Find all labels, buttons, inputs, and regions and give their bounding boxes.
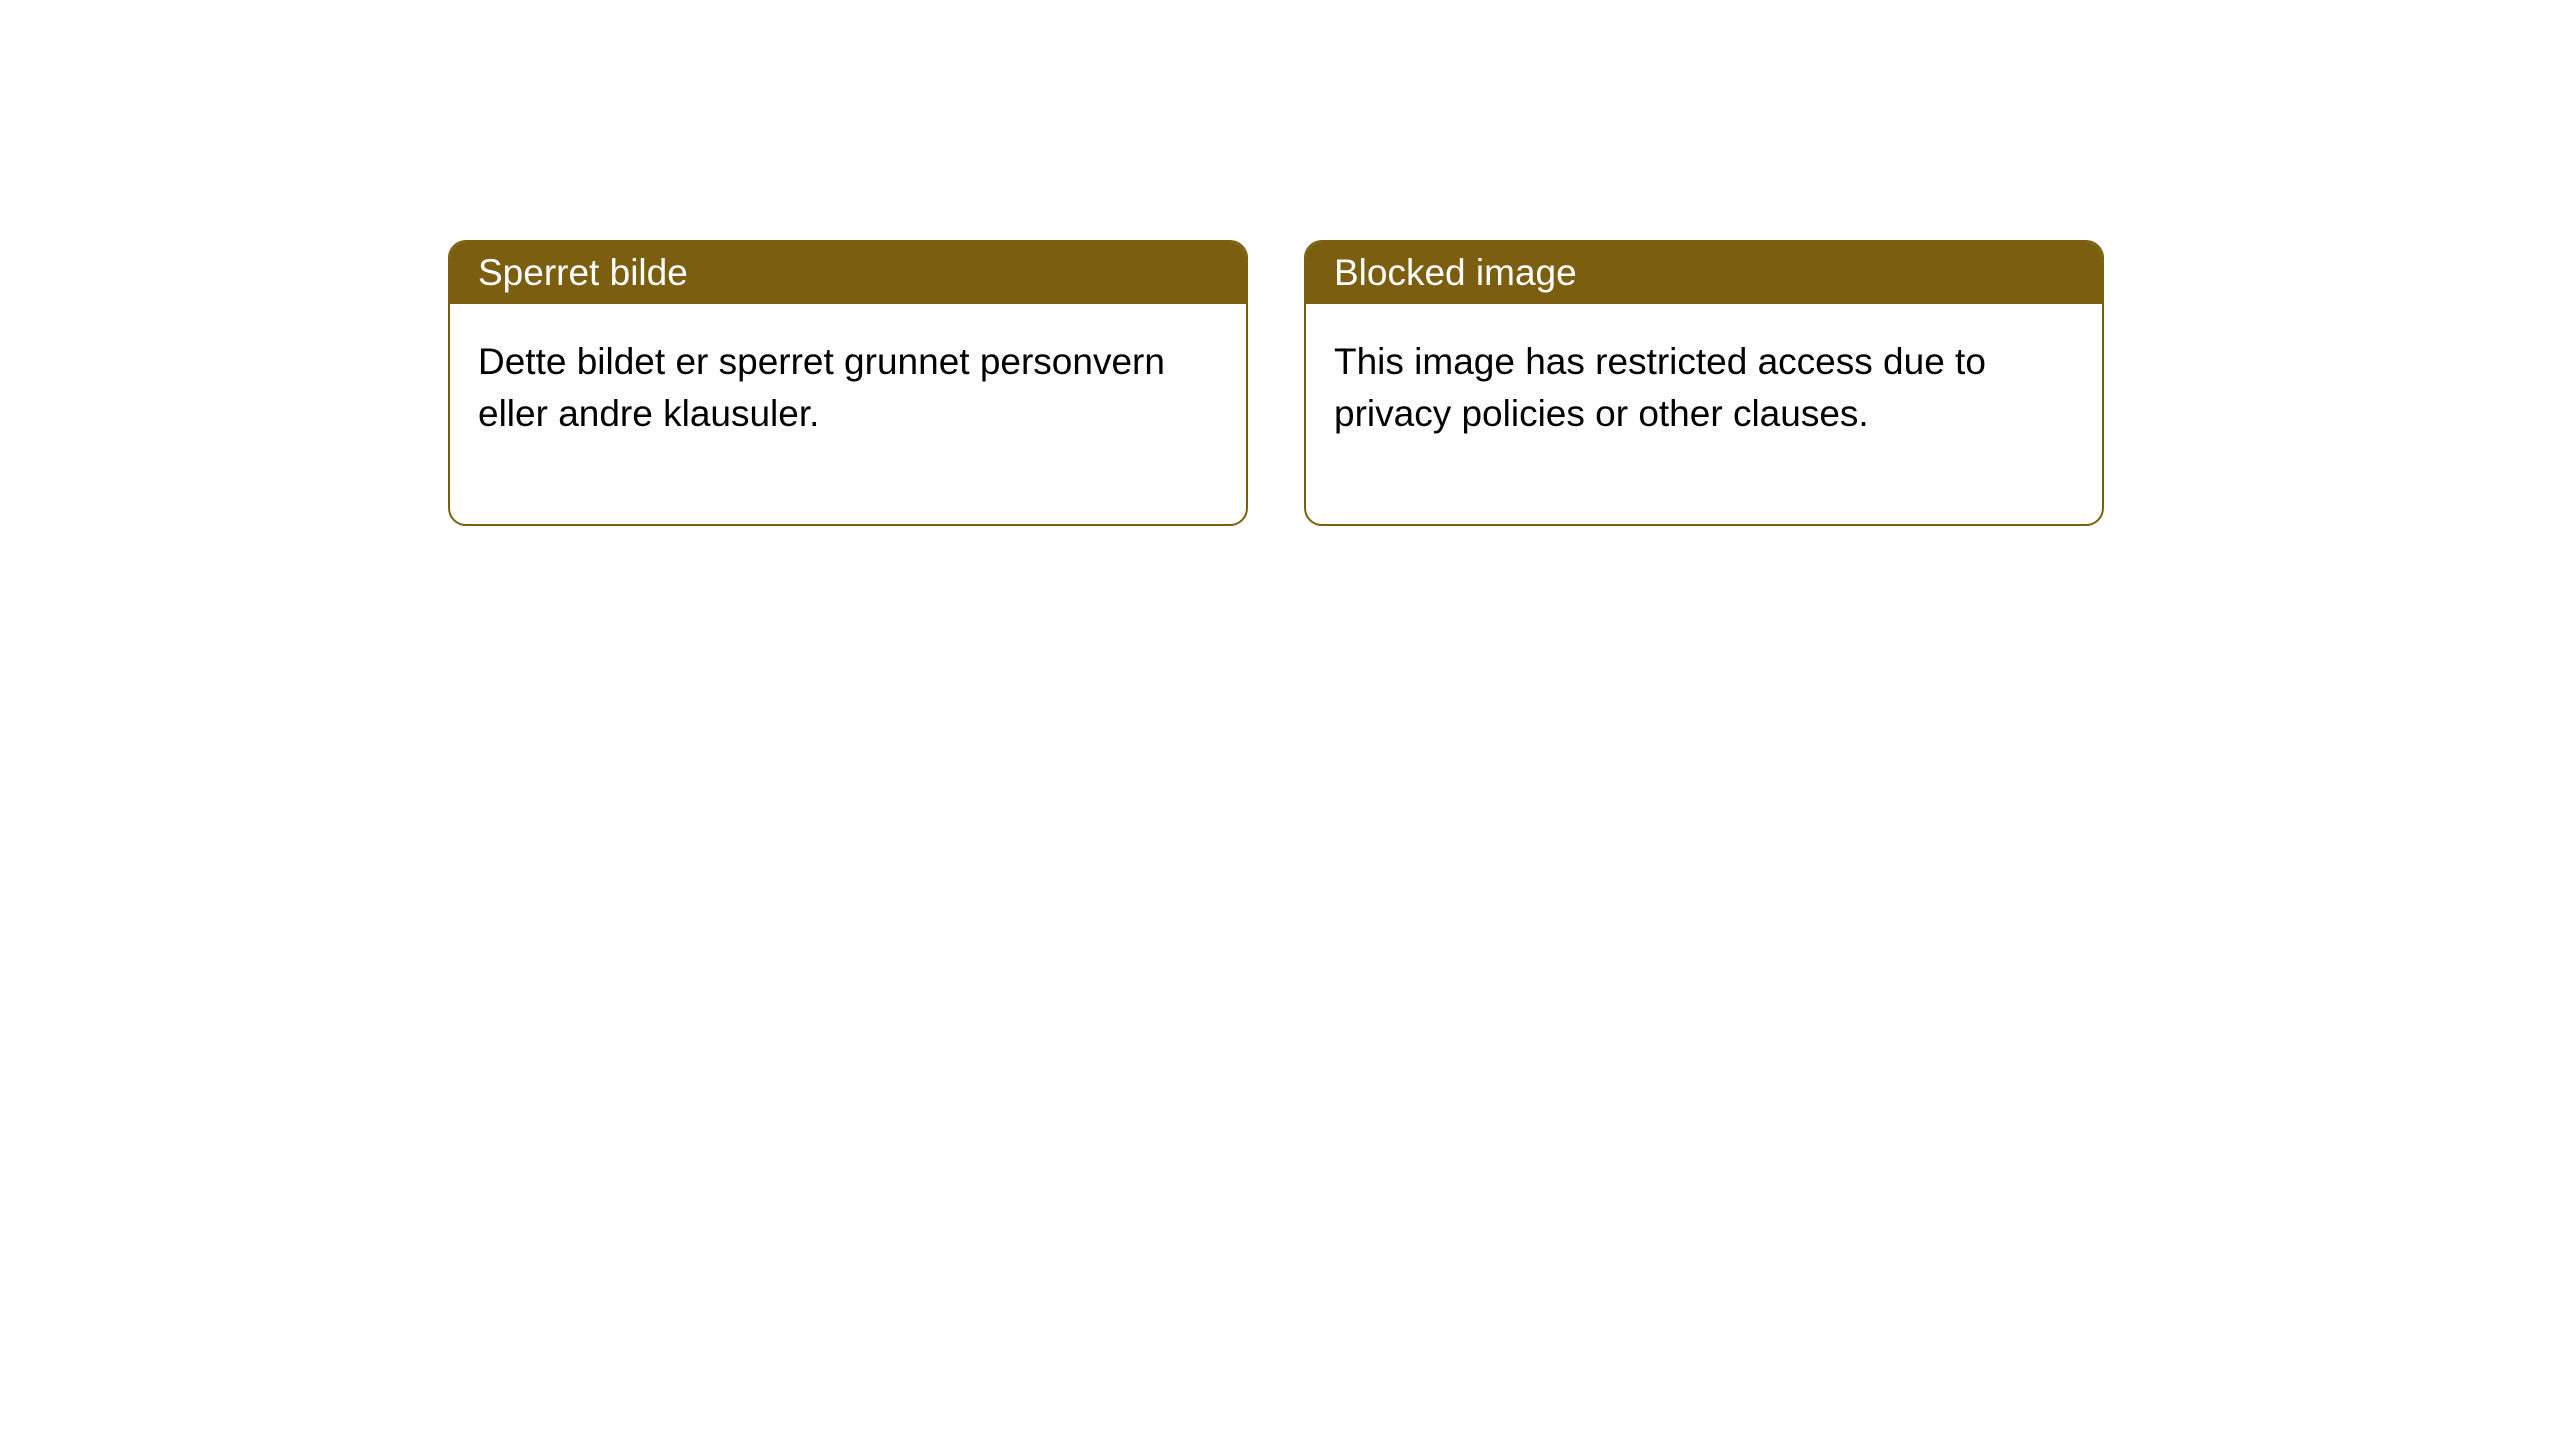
card-message-norwegian: Dette bildet er sperret grunnet personve…	[478, 341, 1165, 434]
blocked-image-card-english: Blocked image This image has restricted …	[1304, 240, 2104, 526]
card-title-norwegian: Sperret bilde	[478, 252, 688, 293]
blocked-image-card-norwegian: Sperret bilde Dette bildet er sperret gr…	[448, 240, 1248, 526]
card-title-english: Blocked image	[1334, 252, 1577, 293]
card-body-norwegian: Dette bildet er sperret grunnet personve…	[450, 304, 1246, 524]
card-body-english: This image has restricted access due to …	[1306, 304, 2102, 524]
card-message-english: This image has restricted access due to …	[1334, 341, 1986, 434]
notice-container: Sperret bilde Dette bildet er sperret gr…	[448, 240, 2104, 526]
card-header-norwegian: Sperret bilde	[450, 242, 1246, 304]
card-header-english: Blocked image	[1306, 242, 2102, 304]
